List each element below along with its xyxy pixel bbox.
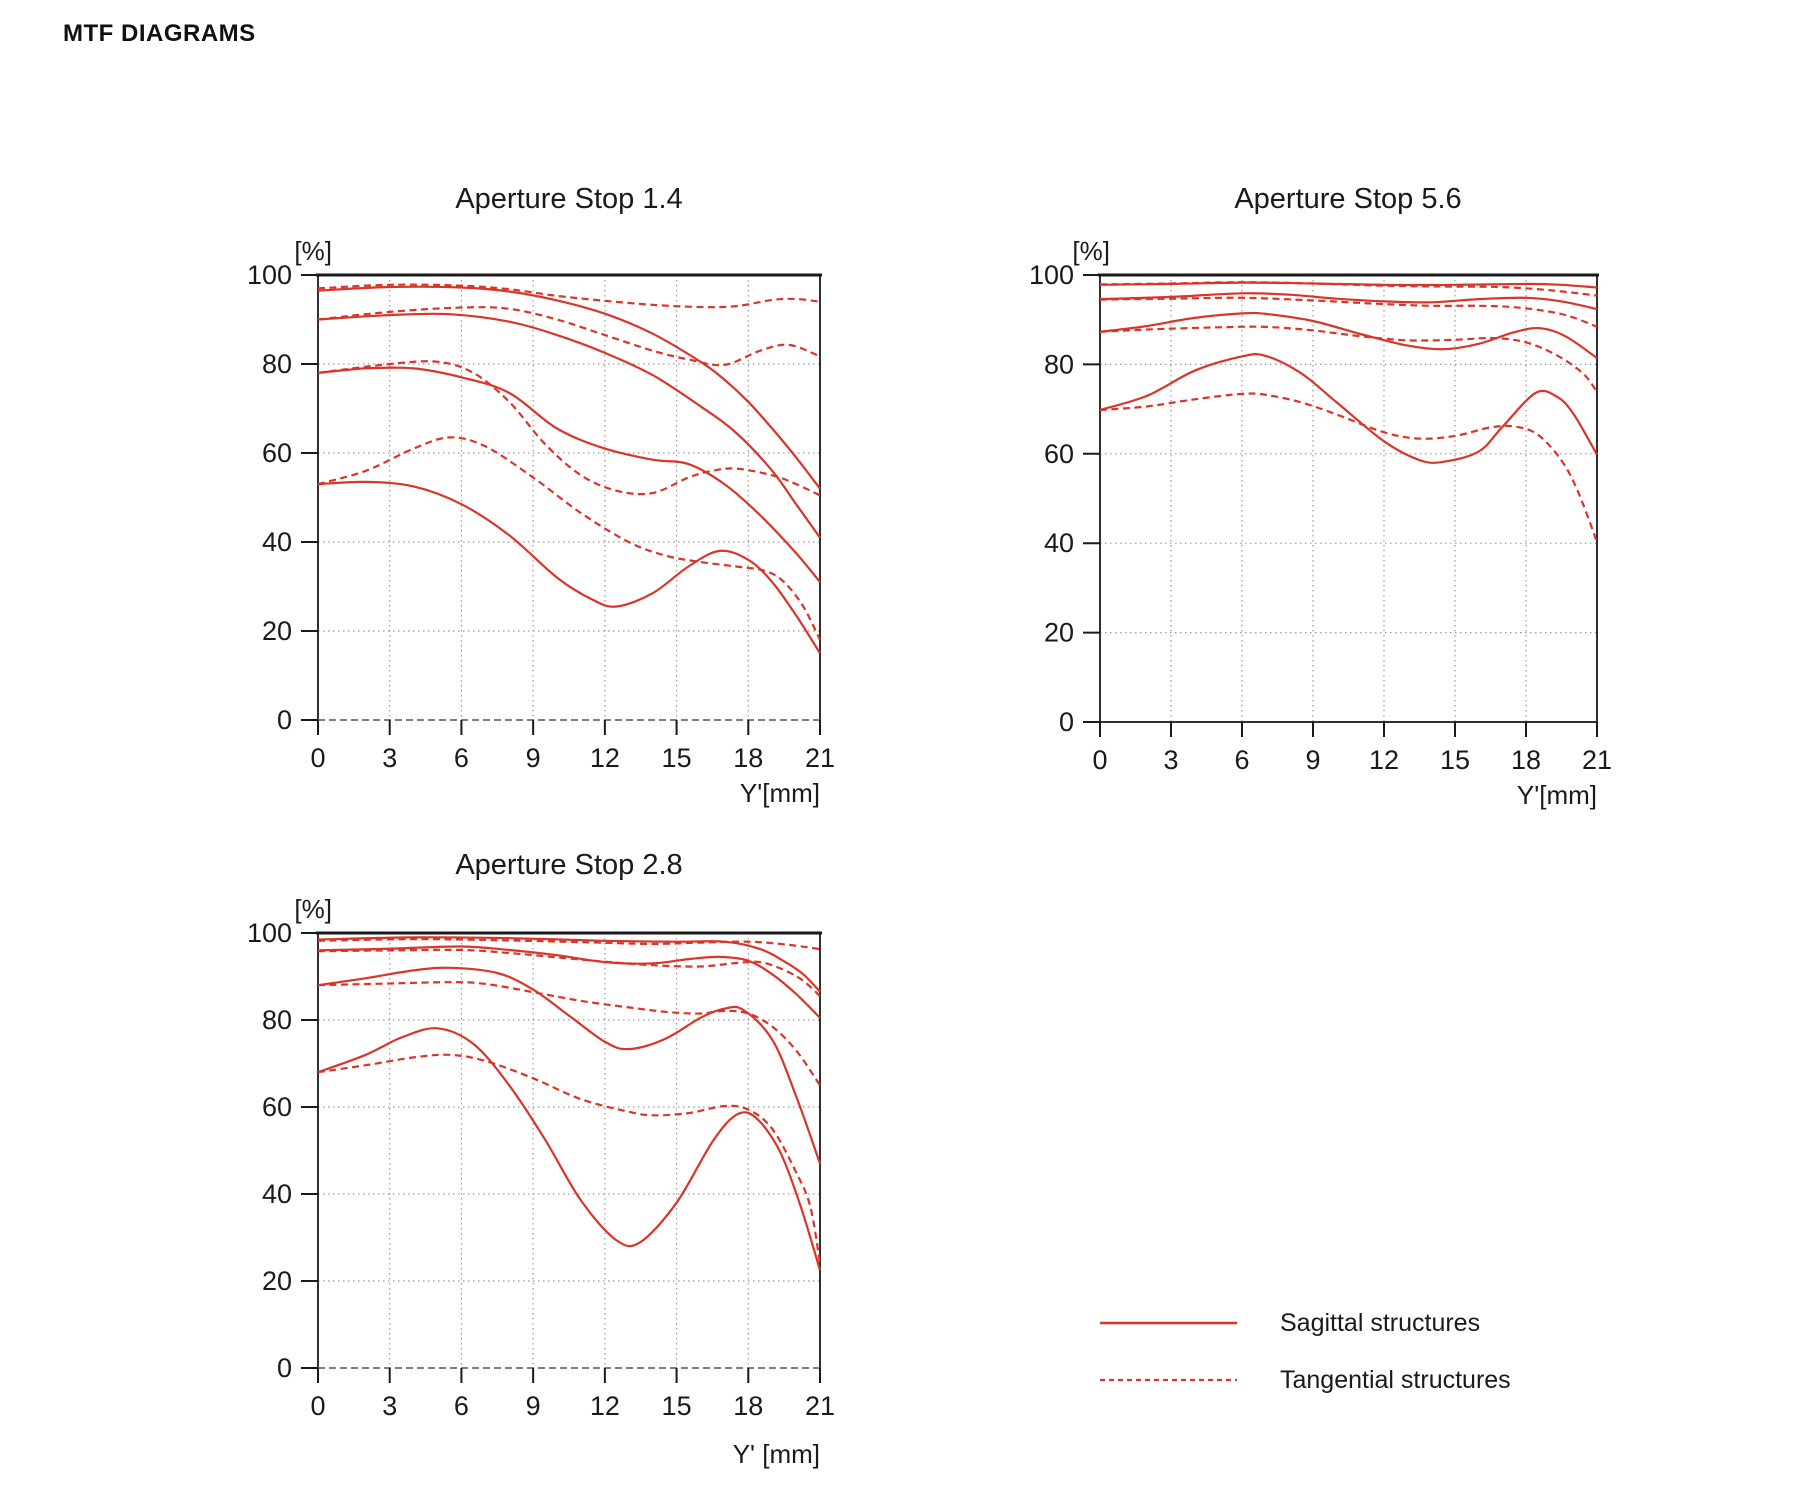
plot-frame (317, 932, 821, 1368)
curve-tangential (317, 937, 821, 951)
curve-tangential (317, 283, 821, 309)
x-tick-label: 21 (805, 1391, 835, 1421)
x-tick-label: 9 (526, 1391, 541, 1421)
y-tick-label: 80 (262, 349, 292, 379)
curve-sagittal (317, 945, 821, 1019)
x-tick-label: 0 (1092, 745, 1107, 775)
x-tick-label: 18 (733, 1391, 763, 1421)
x-axis-unit-label: Y'[mm] (740, 778, 820, 808)
y-tick-label: 40 (1044, 528, 1074, 558)
curve-sagittal (317, 936, 821, 993)
x-axis-unit-label: Y' [mm] (733, 1439, 820, 1469)
chart-title: Aperture Stop 5.6 (1234, 183, 1461, 215)
chart-legend: Sagittal structures Tangential structure… (1100, 1309, 1511, 1394)
x-tick-label: 15 (1440, 745, 1470, 775)
x-tick-label: 6 (1234, 745, 1249, 775)
plot-frame (1099, 274, 1598, 723)
mtf-chart-aperture-1-4: Aperture Stop 1.4 [%] Y'[mm] 02040608010… (247, 183, 835, 808)
curve-tangential (1099, 325, 1598, 393)
y-tick-label: 0 (277, 1353, 292, 1383)
y-tick-label: 60 (262, 438, 292, 468)
page-title: MTF DIAGRAMS (63, 20, 256, 47)
curve-tangential (317, 1053, 822, 1264)
x-tick-label: 12 (590, 743, 620, 773)
y-tick-label: 60 (1044, 439, 1074, 469)
x-tick-label: 12 (590, 1391, 620, 1421)
y-tick-label: 0 (1059, 707, 1074, 737)
curve-sagittal (317, 1027, 822, 1271)
curve-tangential (317, 306, 821, 367)
x-tick-label: 21 (1582, 745, 1612, 775)
curve-sagittal (1099, 292, 1598, 311)
y-tick-label: 40 (262, 1179, 292, 1209)
chart-title: Aperture Stop 1.4 (455, 183, 682, 215)
y-tick-label: 60 (262, 1092, 292, 1122)
x-tick-label: 9 (526, 743, 541, 773)
curve-sagittal (317, 966, 822, 1164)
y-tick-label: 100 (247, 918, 292, 948)
curve-tangential (1099, 296, 1598, 328)
y-tick-label: 20 (262, 1266, 292, 1296)
x-axis-unit-label: Y'[mm] (1517, 780, 1597, 810)
x-tick-label: 15 (662, 743, 692, 773)
x-tick-label: 18 (1511, 745, 1541, 775)
curve-sagittal (317, 312, 821, 539)
x-tick-label: 6 (454, 743, 469, 773)
y-tick-label: 100 (1029, 260, 1074, 290)
y-axis-unit-label: [%] (1072, 236, 1110, 266)
y-tick-label: 20 (262, 616, 292, 646)
mtf-chart-aperture-5-6: Aperture Stop 5.6 [%] Y'[mm] 02040608010… (1029, 183, 1612, 810)
curve-sagittal (1099, 311, 1598, 360)
curve-tangential (317, 981, 821, 1086)
x-tick-label: 15 (662, 1391, 692, 1421)
curve-tangential (317, 360, 821, 497)
x-tick-label: 9 (1305, 745, 1320, 775)
curve-sagittal (317, 366, 821, 583)
x-tick-label: 3 (382, 743, 397, 773)
y-tick-label: 100 (247, 260, 292, 290)
chart-title: Aperture Stop 2.8 (455, 849, 682, 881)
plot-frame (317, 274, 821, 720)
y-axis-unit-label: [%] (294, 894, 332, 924)
curve-tangential (1099, 281, 1598, 297)
x-tick-label: 21 (805, 743, 835, 773)
y-tick-label: 20 (1044, 618, 1074, 648)
y-tick-label: 40 (262, 527, 292, 557)
mtf-chart-aperture-2-8: Aperture Stop 2.8 [%] Y' [mm] 0204060801… (247, 849, 835, 1469)
x-tick-label: 18 (733, 743, 763, 773)
curve-sagittal (317, 480, 821, 654)
curve-sagittal (1099, 353, 1598, 464)
curve-tangential (317, 948, 821, 997)
x-tick-label: 3 (382, 1391, 397, 1421)
curve-tangential (1099, 392, 1599, 543)
y-axis-unit-label: [%] (294, 236, 332, 266)
y-tick-label: 0 (277, 705, 292, 735)
curve-sagittal (317, 285, 821, 490)
x-tick-label: 0 (310, 1391, 325, 1421)
curve-sagittal (1099, 281, 1598, 289)
tangential-legend-label: Tangential structures (1280, 1366, 1511, 1394)
x-tick-label: 6 (454, 1391, 469, 1421)
y-tick-label: 80 (1044, 349, 1074, 379)
sagittal-legend-label: Sagittal structures (1280, 1309, 1480, 1337)
x-tick-label: 0 (310, 743, 325, 773)
x-tick-label: 12 (1369, 745, 1399, 775)
y-tick-label: 80 (262, 1005, 292, 1035)
curve-tangential (317, 436, 821, 641)
x-tick-label: 3 (1163, 745, 1178, 775)
